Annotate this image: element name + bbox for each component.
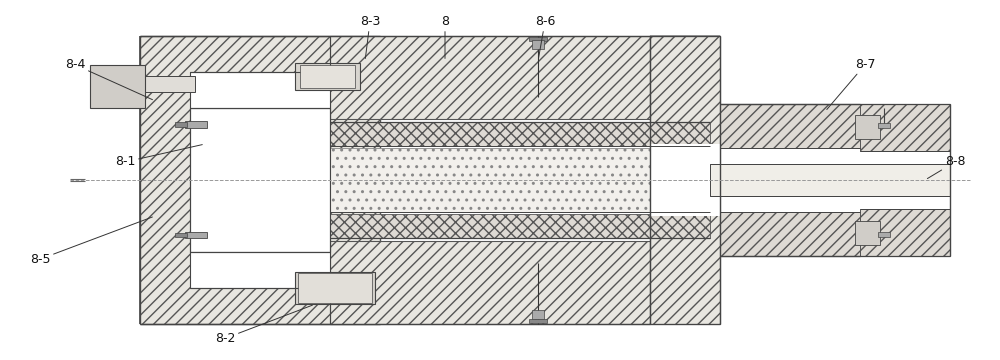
Bar bbox=[330, 214, 710, 238]
Bar bbox=[185, 232, 207, 238]
Text: 8: 8 bbox=[441, 15, 449, 58]
Bar bbox=[145, 76, 195, 92]
Bar bbox=[860, 209, 950, 256]
Polygon shape bbox=[650, 263, 720, 324]
Bar bbox=[720, 104, 860, 148]
Bar bbox=[175, 233, 187, 237]
Bar bbox=[855, 115, 880, 139]
Text: 8-3: 8-3 bbox=[360, 15, 380, 58]
Bar bbox=[295, 63, 360, 90]
Bar bbox=[532, 40, 544, 49]
Text: 8-7: 8-7 bbox=[827, 58, 875, 109]
Bar bbox=[650, 144, 720, 216]
Bar bbox=[330, 241, 650, 324]
Bar bbox=[185, 121, 207, 128]
Bar bbox=[650, 36, 720, 324]
Bar bbox=[720, 212, 860, 256]
Bar bbox=[330, 36, 650, 119]
Bar bbox=[330, 122, 710, 146]
Bar bbox=[330, 148, 710, 212]
Bar bbox=[878, 232, 890, 237]
Bar bbox=[855, 221, 880, 245]
Bar bbox=[529, 319, 547, 323]
Text: 8-5: 8-5 bbox=[30, 217, 152, 266]
Bar bbox=[532, 310, 544, 319]
Bar bbox=[710, 164, 950, 196]
Bar bbox=[140, 36, 380, 324]
Bar bbox=[860, 104, 950, 151]
Bar bbox=[295, 272, 375, 304]
Bar bbox=[878, 123, 890, 128]
Text: 8-1: 8-1 bbox=[115, 145, 202, 168]
Bar bbox=[190, 252, 330, 288]
Text: 8-4: 8-4 bbox=[65, 58, 152, 100]
Text: 8-6: 8-6 bbox=[535, 15, 555, 58]
Bar bbox=[90, 65, 145, 108]
Bar bbox=[190, 72, 330, 108]
Bar bbox=[190, 108, 330, 252]
Polygon shape bbox=[650, 36, 720, 97]
Bar bbox=[175, 122, 187, 127]
Bar bbox=[529, 37, 547, 41]
Bar bbox=[298, 273, 372, 303]
Text: 8-8: 8-8 bbox=[927, 156, 965, 179]
Bar bbox=[300, 65, 355, 88]
Text: 8-2: 8-2 bbox=[215, 305, 312, 345]
